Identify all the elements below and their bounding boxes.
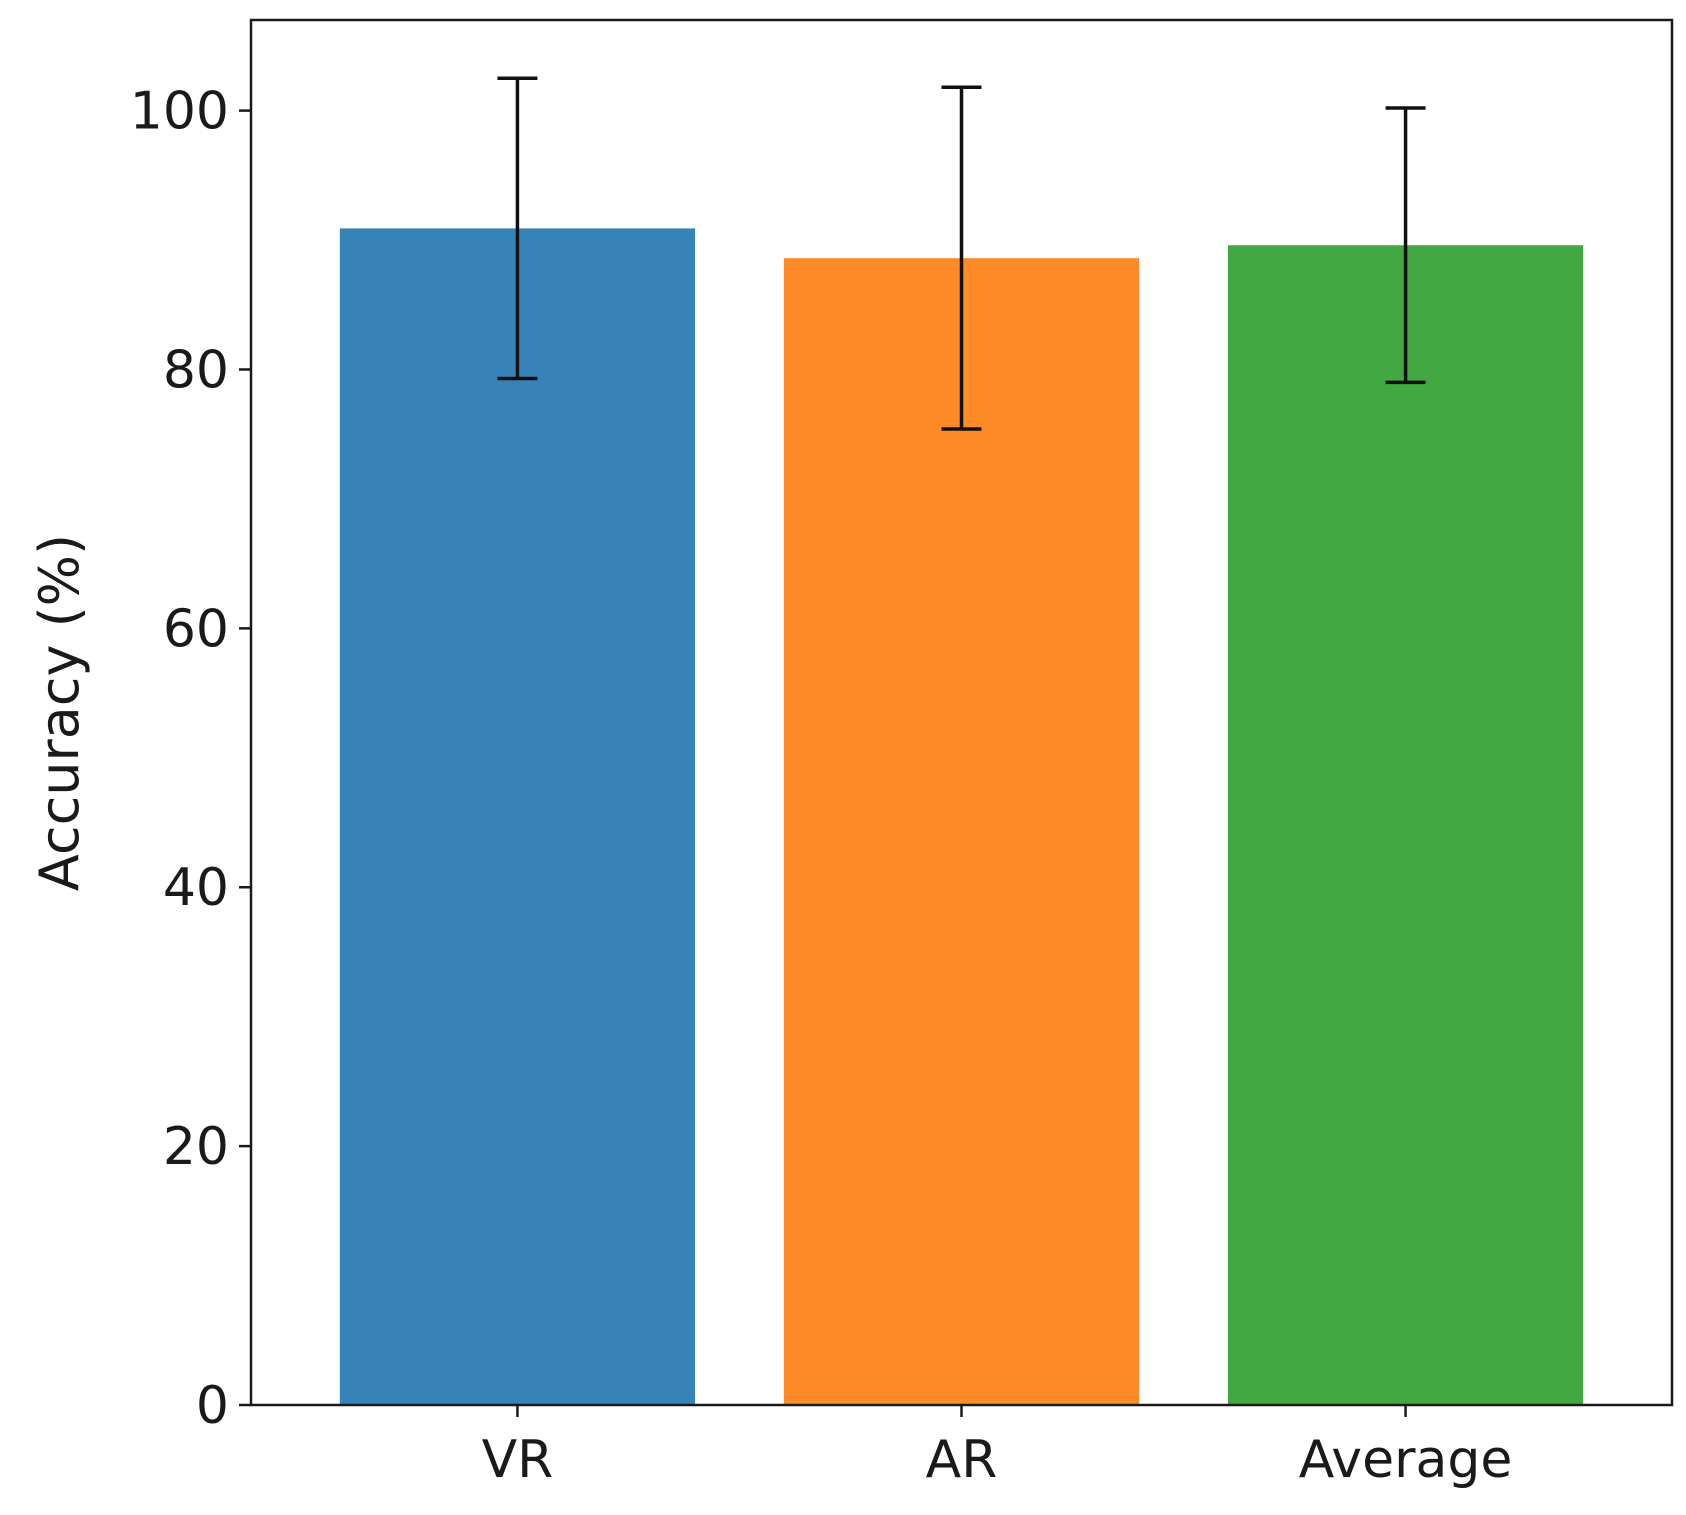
x-tick-label-average: Average <box>1299 1430 1513 1490</box>
x-axis: VR AR Average <box>482 1405 1513 1490</box>
bar-vr <box>339 228 696 1405</box>
x-tick-label-vr: VR <box>482 1430 554 1490</box>
y-tick-label: 20 <box>163 1117 229 1177</box>
y-axis-title: Accuracy (%) <box>28 534 91 891</box>
bar-ar <box>783 258 1140 1405</box>
y-tick-label: 60 <box>163 599 229 659</box>
y-axis: 0 20 40 60 80 100 <box>130 82 251 1436</box>
y-tick-label: 80 <box>163 340 229 400</box>
y-tick-label: 0 <box>196 1376 229 1436</box>
x-tick-label-ar: AR <box>926 1430 998 1490</box>
y-tick-label: 100 <box>130 82 229 142</box>
error-bars-layer <box>497 76 1426 431</box>
y-tick-label: 40 <box>163 858 229 918</box>
bars-layer <box>339 228 1584 1405</box>
bar-average <box>1227 245 1584 1405</box>
